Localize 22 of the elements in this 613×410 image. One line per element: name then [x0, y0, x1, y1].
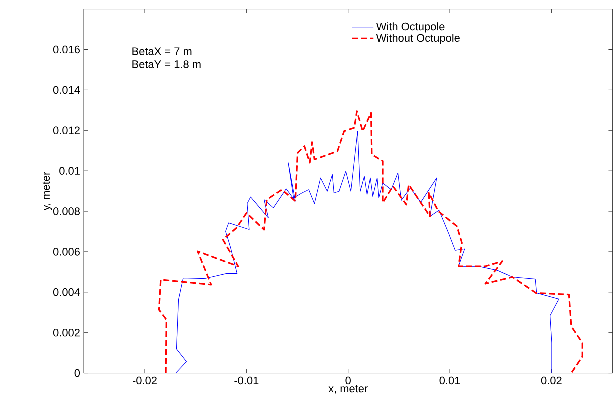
- x-tick-label: -0.01: [234, 376, 259, 385]
- x-tick-label: -0.02: [133, 376, 157, 385]
- y-tick-label: 0.016: [53, 46, 80, 54]
- annotation: BetaY = 1.8 m: [132, 60, 201, 68]
- line-series: [158, 110, 584, 374]
- y-tick-label: 0.008: [53, 208, 80, 216]
- x-axis-title: x, meter: [328, 385, 368, 394]
- y-tick-label: 0.012: [53, 126, 80, 135]
- line-series: [176, 131, 560, 374]
- y-tick-label: 0.01: [60, 167, 80, 175]
- y-tick-label: 0.004: [53, 288, 80, 296]
- x-tick-label: 0: [346, 376, 351, 385]
- y-axis-title: y, meter: [42, 172, 52, 211]
- legend-label: Without Octupole: [376, 34, 460, 44]
- x-tick-label: 0.01: [440, 376, 460, 385]
- x-tick-label: 0.02: [541, 376, 562, 385]
- y-tick-label: 0.002: [53, 328, 80, 337]
- annotation: BetaX = 7 m: [132, 48, 192, 56]
- y-tick-label: 0.014: [53, 86, 80, 94]
- y-tick-label: 0.006: [53, 248, 80, 256]
- y-tick-label: 0: [74, 369, 80, 378]
- legend-label: With Octupole: [376, 22, 445, 33]
